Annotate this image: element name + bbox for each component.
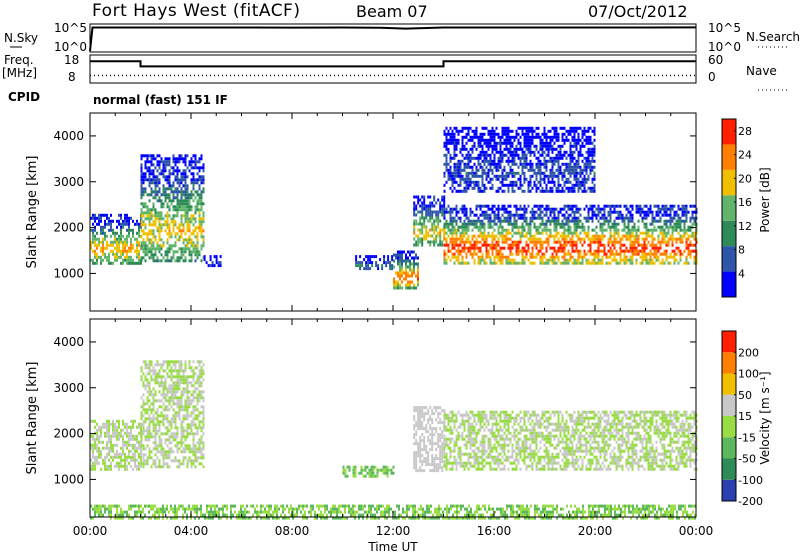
- freq-label: Freq.: [4, 53, 34, 67]
- power-colorbar-segment: [722, 195, 736, 221]
- xtick-label: 12:00: [376, 524, 411, 538]
- power-region: [413, 195, 446, 247]
- power-colorbar-tick-label: 20: [738, 172, 752, 185]
- power-colorbar-segment: [722, 169, 736, 196]
- velocity-data: [90, 360, 698, 520]
- nave-label: Nave: [746, 64, 777, 78]
- power-data: [90, 126, 698, 290]
- velocity-colorbar-segment: [722, 437, 736, 459]
- velocity-ytick-label: 3000: [53, 381, 84, 395]
- nsky-series: [89, 26, 697, 52]
- nsearch-tick-low: 10^0: [708, 40, 741, 54]
- velocity-region: [413, 406, 446, 473]
- velocity-region: [140, 360, 205, 469]
- velocity-ytick-label: 1000: [53, 472, 84, 486]
- velocity-colorbar-tick-label: 50: [738, 389, 752, 402]
- nave-tick-high: 60: [708, 53, 723, 67]
- power-colorbar: 4 8 12 16 20 24 28 Power [dB]: [721, 118, 772, 298]
- velocity-colorbar-tick-label: 200: [738, 346, 759, 359]
- power-region: [203, 255, 222, 268]
- nsearch-tick-high: 10^5: [708, 21, 741, 35]
- velocity-colorbar-tick-label: -50: [738, 453, 756, 466]
- velocity-region: [443, 410, 698, 471]
- velocity-colorbar-segment: [722, 373, 736, 395]
- xtick-label: 08:00: [275, 524, 310, 538]
- power-colorbar-segment: [722, 246, 736, 272]
- power-colorbar-frame: [721, 118, 737, 298]
- beam-title: Beam 07: [356, 2, 428, 21]
- power-colorbar-segment: [722, 144, 736, 170]
- power-y-axis-label: Slant Range [km]: [25, 156, 40, 269]
- nsky-label: N.Sky: [4, 31, 38, 45]
- station-title: Fort Hays West (fitACF): [92, 1, 300, 21]
- velocity-colorbar-segment: [722, 416, 736, 438]
- cpid-label: CPID: [8, 90, 40, 104]
- velocity-colorbar-segment: [722, 458, 736, 480]
- velocity-colorbar-tick-label: -200: [738, 495, 763, 508]
- power-colorbar-segment: [722, 271, 736, 297]
- velocity-ytick-label: 2000: [53, 427, 84, 441]
- velocity-region: [342, 465, 395, 478]
- power-region: [443, 204, 698, 265]
- velocity-colorbar-tick-label: 15: [738, 410, 752, 423]
- nsearch-label: N.Search: [746, 30, 800, 44]
- velocity-region: [90, 504, 696, 520]
- xtick-label: 16:00: [477, 524, 512, 538]
- power-panel: 1000 2000 3000 4000 Slant Range [km]: [25, 112, 698, 312]
- xtick-label: 20:00: [578, 524, 613, 538]
- velocity-colorbar-segment: [722, 352, 736, 374]
- power-region: [393, 250, 419, 290]
- power-colorbar-segment: [722, 119, 736, 145]
- nsky-tick-high: 10^5: [54, 21, 87, 35]
- freq-unit: [MHz]: [2, 66, 37, 80]
- velocity-colorbar: 200 100 50 15 -15 -50 -100 -200 Velocity [m s⁻¹…: [721, 330, 772, 508]
- x-axis-label: Time UT: [367, 540, 418, 554]
- nsky-tick-low: 10^0: [54, 40, 87, 54]
- velocity-colorbar-tick-label: 100: [738, 368, 759, 381]
- xtick-label: 00:00: [73, 524, 108, 538]
- power-region: [355, 255, 394, 271]
- power-colorbar-segment: [722, 220, 736, 247]
- xtick-label: 00:00: [679, 524, 714, 538]
- velocity-colorbar-segment: [722, 331, 736, 353]
- power-colorbar-tick-label: 8: [738, 244, 745, 257]
- velocity-colorbar-tick-label: -15: [738, 431, 756, 444]
- power-region: [443, 126, 596, 193]
- nave-tick-low: 0: [708, 70, 716, 84]
- power-ytick-label: 3000: [53, 175, 84, 189]
- power-ytick-label: 4000: [53, 129, 84, 143]
- velocity-colorbar-segment: [722, 394, 736, 416]
- velocity-colorbar-tick-label: -100: [738, 474, 763, 487]
- power-ytick-label: 2000: [53, 221, 84, 235]
- power-colorbar-tick-label: 16: [738, 196, 752, 209]
- freq-panel: Freq. [MHz] 18 8 60 0 Nave: [2, 53, 788, 91]
- velocity-y-axis-label: Slant Range [km]: [25, 362, 40, 475]
- velocity-colorbar-segment: [722, 479, 736, 501]
- freq-tick-high: 18: [64, 53, 79, 67]
- velocity-region: [90, 419, 142, 471]
- date-title: 07/Oct/2012: [588, 2, 688, 21]
- cpid-text: normal (fast) 151 IF: [93, 93, 228, 107]
- velocity-panel: 1000 2000 3000 4000 00:00 04:00 08:00 12:00 16:…: [25, 318, 714, 538]
- xtick-label: 04:00: [174, 524, 209, 538]
- power-ytick-label: 1000: [53, 266, 84, 280]
- power-colorbar-label: Power [dB]: [758, 167, 772, 232]
- freq-series: [90, 60, 696, 68]
- power-colorbar-tick-label: 28: [738, 125, 752, 138]
- freq-tick-low: 8: [68, 70, 76, 84]
- nsky-panel: N.Sky 10^5 10^0 10^5 10^0 N.Search: [4, 21, 800, 54]
- power-colorbar-tick-label: 12: [738, 220, 752, 233]
- velocity-colorbar-label: Velocity [m s⁻¹]: [758, 371, 772, 464]
- power-region: [90, 213, 142, 265]
- power-region: [140, 154, 205, 263]
- power-colorbar-tick-label: 24: [738, 149, 752, 162]
- velocity-ytick-label: 4000: [53, 335, 84, 349]
- power-colorbar-tick-label: 4: [738, 267, 745, 280]
